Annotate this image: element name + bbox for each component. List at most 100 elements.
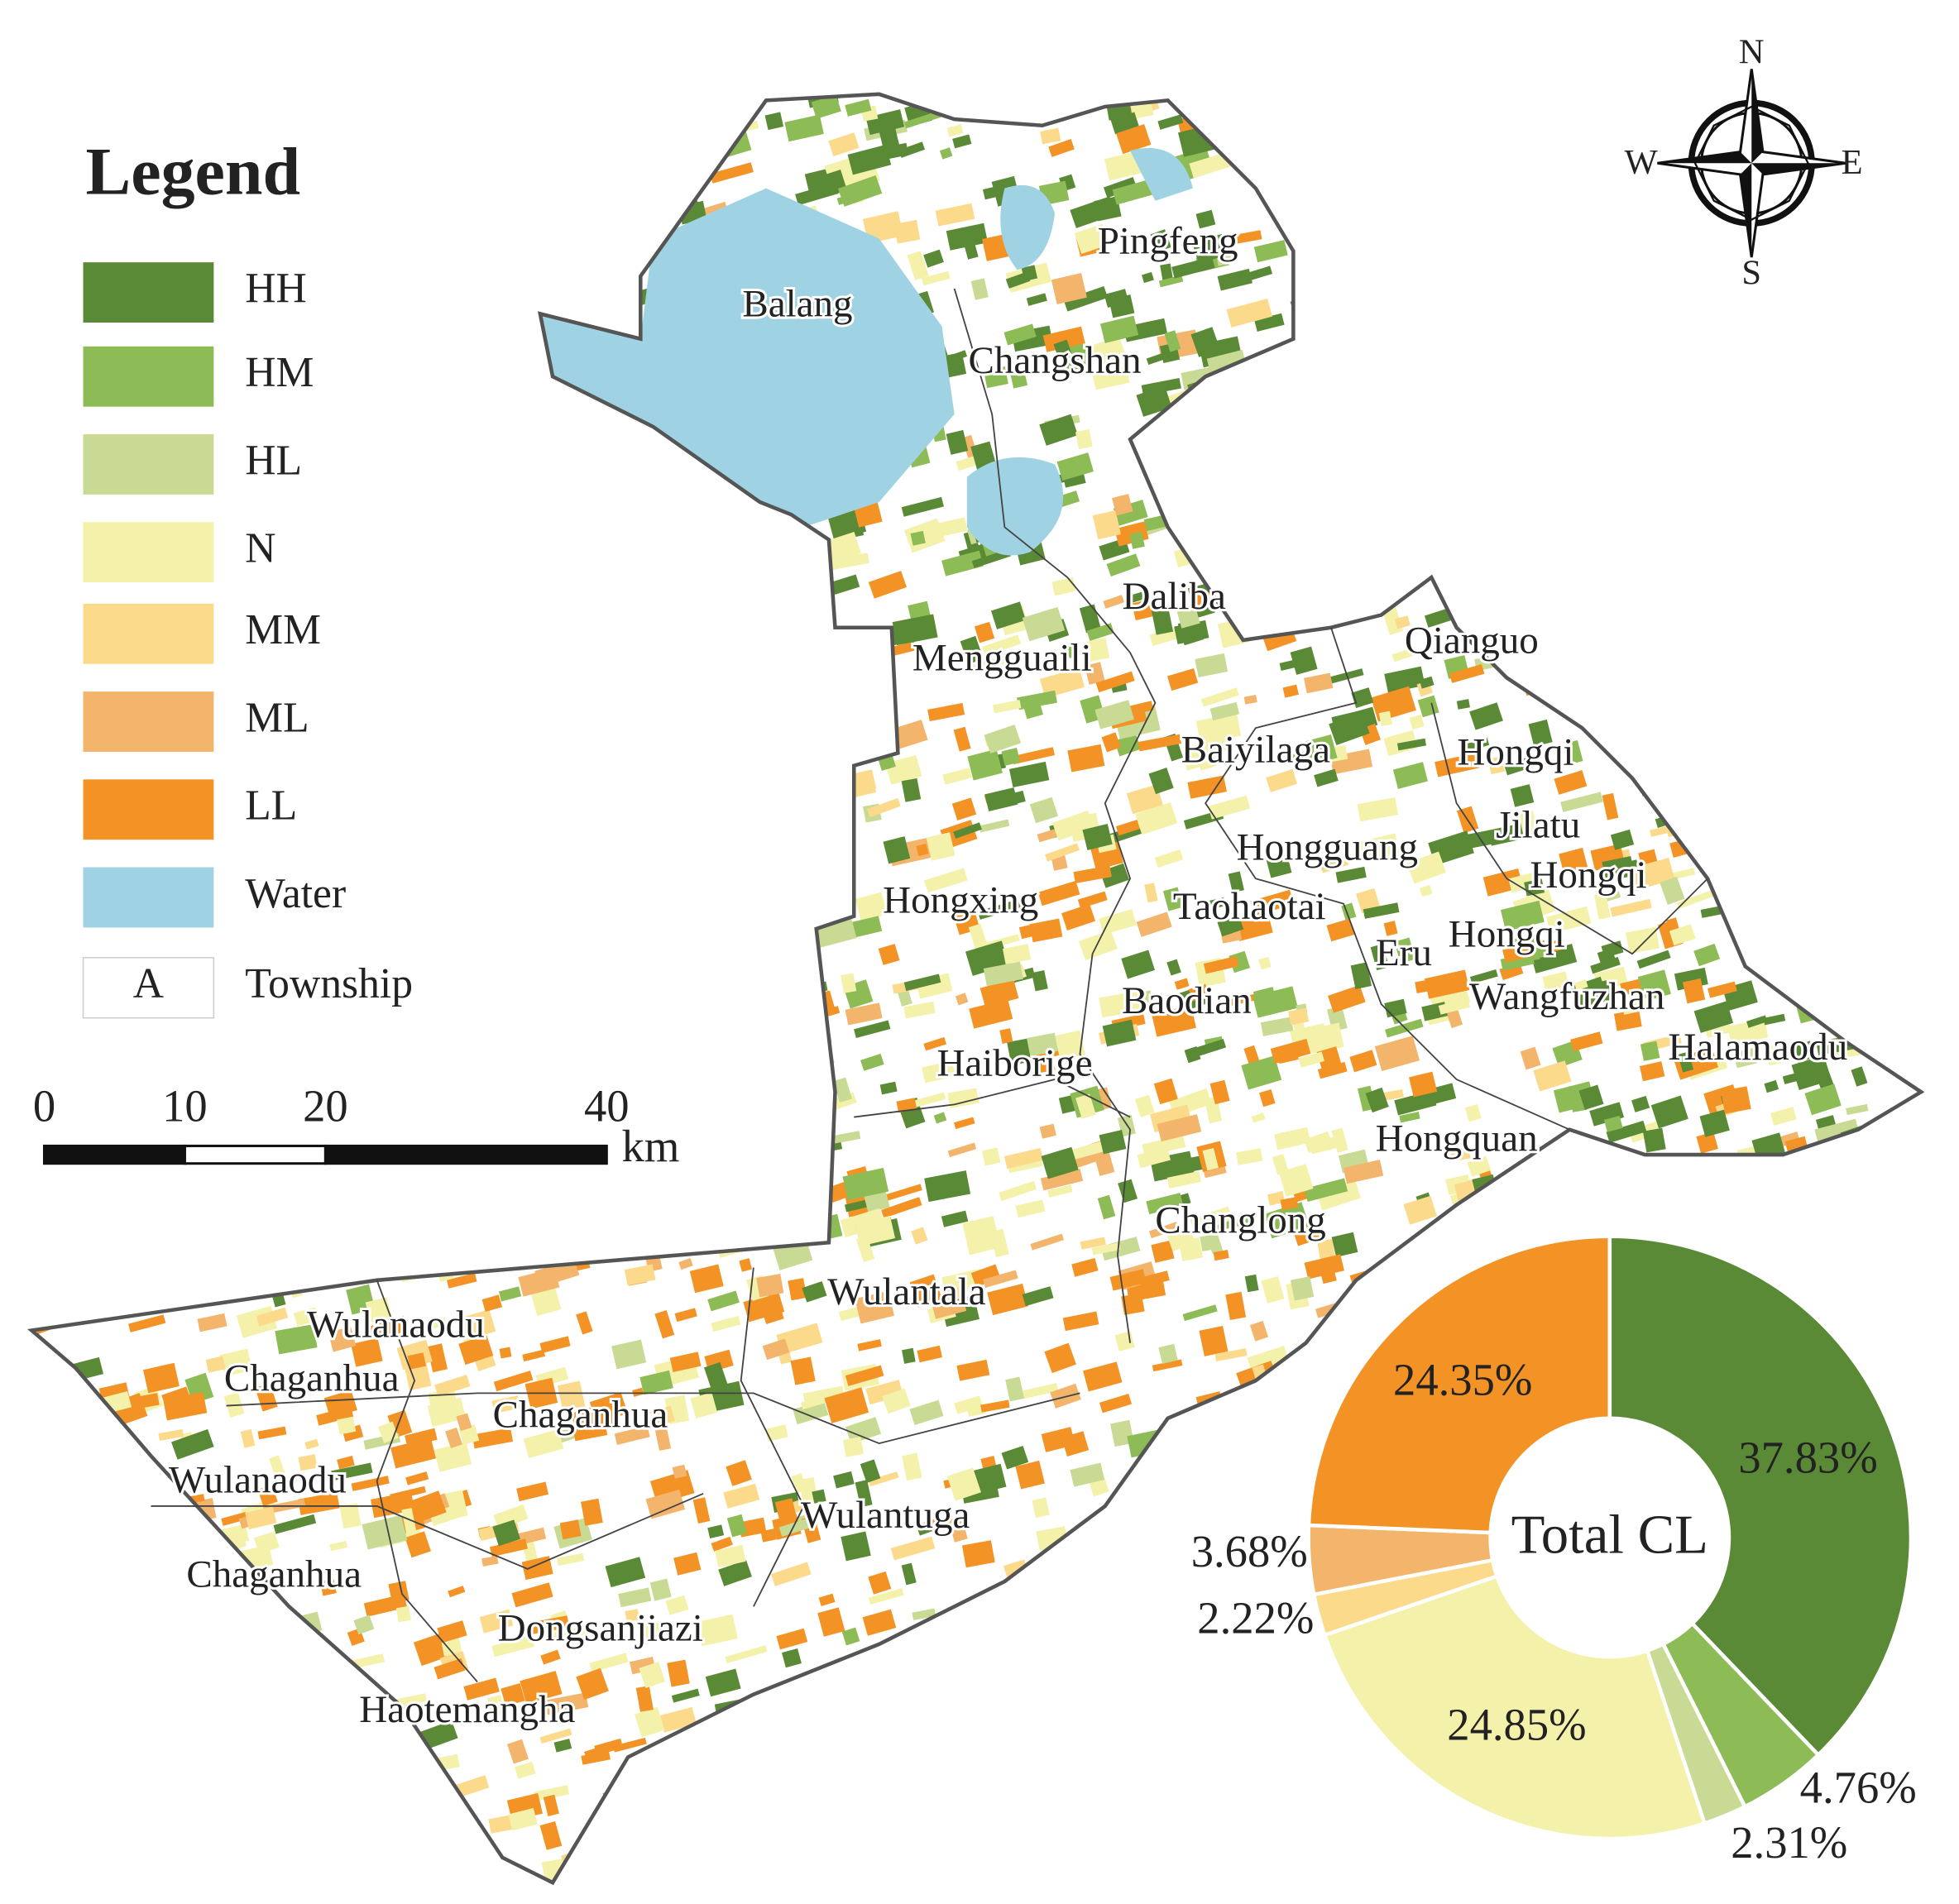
land-patch — [455, 1862, 490, 1877]
land-patch — [606, 1824, 642, 1848]
land-patch — [1372, 1772, 1393, 1782]
land-patch — [165, 1854, 203, 1883]
land-patch — [767, 916, 797, 930]
township-label: Dongsanjiazi — [498, 1607, 703, 1650]
land-patch — [1597, 313, 1627, 334]
land-patch — [65, 1524, 113, 1560]
land-patch — [1091, 1242, 1121, 1256]
land-patch — [273, 1859, 305, 1883]
land-patch — [1593, 1203, 1628, 1227]
land-patch — [339, 1861, 368, 1883]
land-patch — [1419, 676, 1435, 689]
land-patch — [1602, 532, 1628, 559]
land-patch — [1073, 865, 1112, 883]
land-patch — [431, 522, 460, 550]
land-patch — [1387, 200, 1407, 214]
scale-label: 20 — [303, 1080, 348, 1131]
land-patch — [319, 404, 340, 430]
land-patch — [1041, 1146, 1079, 1179]
land-patch — [618, 1587, 652, 1608]
land-patch — [750, 1724, 768, 1747]
land-patch — [1521, 1479, 1540, 1492]
land-patch — [1316, 307, 1362, 340]
land-patch — [673, 1552, 702, 1576]
land-patch — [1406, 1791, 1442, 1820]
land-patch — [1557, 446, 1593, 474]
land-patch — [1688, 403, 1703, 414]
land-patch — [1880, 1738, 1904, 1765]
land-patch — [1760, 1183, 1803, 1204]
land-patch — [408, 1070, 452, 1100]
land-patch — [434, 963, 471, 988]
land-patch — [892, 1727, 910, 1749]
land-patch — [1913, 1041, 1922, 1064]
land-patch — [710, 581, 735, 610]
land-patch — [1718, 1167, 1742, 1186]
land-patch — [100, 1638, 132, 1661]
land-patch — [1695, 1180, 1722, 1204]
land-patch — [1701, 722, 1725, 747]
land-patch — [1040, 127, 1061, 145]
land-patch — [621, 749, 659, 768]
land-patch — [41, 1600, 69, 1630]
land-patch — [327, 551, 371, 572]
land-patch — [1048, 1738, 1064, 1760]
land-patch — [910, 530, 926, 546]
land-patch — [1559, 137, 1579, 151]
land-patch — [1789, 868, 1825, 902]
land-patch — [316, 341, 347, 366]
land-patch — [385, 881, 428, 901]
land-patch — [676, 182, 698, 208]
land-patch — [703, 737, 738, 764]
land-patch — [1601, 701, 1623, 717]
land-patch — [1597, 636, 1636, 663]
land-patch — [515, 1187, 548, 1212]
land-patch — [394, 1780, 439, 1813]
land-patch — [1504, 1195, 1523, 1223]
land-patch — [1698, 287, 1732, 311]
land-patch — [868, 571, 908, 599]
land-patch — [308, 1711, 323, 1723]
land-patch — [1812, 934, 1850, 964]
land-patch — [980, 1399, 1010, 1413]
land-patch — [1039, 667, 1085, 699]
land-patch — [1367, 421, 1398, 442]
land-patch — [941, 550, 984, 576]
land-patch — [711, 93, 755, 122]
land-patch — [1129, 532, 1145, 549]
land-patch — [98, 1818, 114, 1844]
land-patch — [289, 1174, 326, 1199]
land-patch — [115, 1110, 132, 1127]
land-patch — [970, 441, 997, 471]
land-patch — [553, 1739, 572, 1753]
land-patch — [678, 798, 697, 818]
land-patch — [1251, 1112, 1266, 1123]
land-patch — [227, 907, 247, 921]
land-patch — [1205, 546, 1234, 561]
land-patch — [619, 203, 663, 232]
land-patch — [1067, 744, 1105, 773]
land-patch — [191, 1849, 234, 1877]
land-patch — [729, 859, 752, 880]
township-label: Chaganhua — [224, 1357, 400, 1400]
land-patch — [1791, 808, 1829, 834]
land-patch — [130, 1768, 153, 1792]
land-patch — [1696, 1131, 1718, 1154]
donut-label: 24.35% — [1393, 1354, 1532, 1404]
land-patch — [1148, 1222, 1179, 1239]
land-patch — [433, 1012, 454, 1023]
land-patch — [1450, 1216, 1469, 1241]
land-patch — [202, 1068, 237, 1092]
land-patch — [1449, 663, 1485, 683]
land-patch — [342, 1758, 367, 1776]
land-patch — [703, 928, 734, 940]
land-patch — [659, 712, 678, 730]
land-patch — [392, 261, 420, 282]
land-patch — [1846, 1177, 1882, 1198]
land-patch — [201, 1795, 222, 1825]
land-patch — [770, 1562, 812, 1586]
land-patch — [1245, 266, 1273, 282]
land-patch — [260, 411, 288, 433]
land-patch — [1402, 536, 1442, 563]
land-patch — [417, 1222, 435, 1242]
